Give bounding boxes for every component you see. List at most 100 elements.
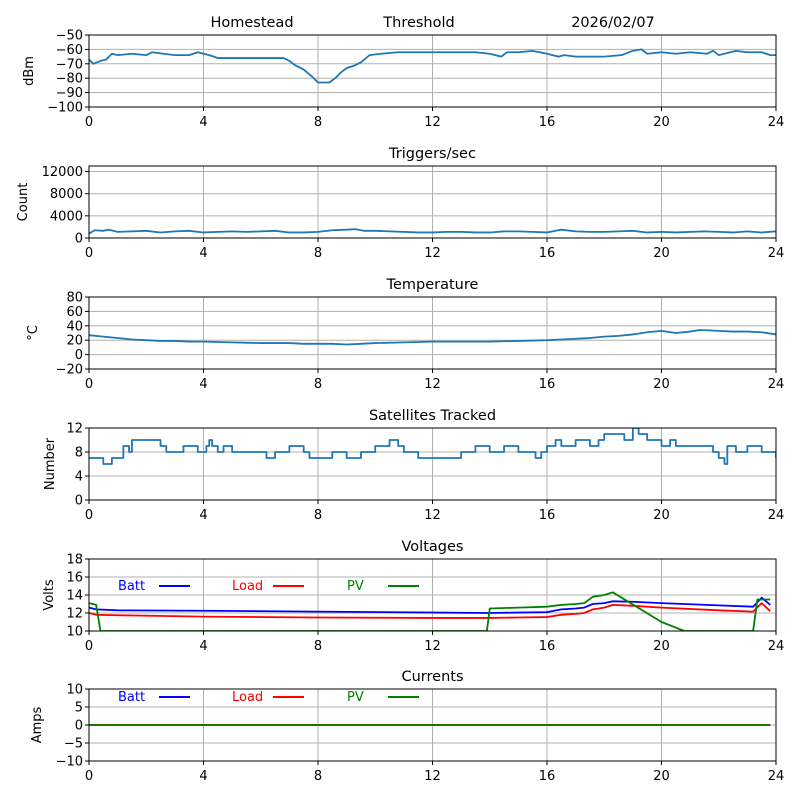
- y-tick-label: 8000: [50, 187, 83, 202]
- y-tick-label: 0: [75, 348, 83, 363]
- y-axis-label: Volts: [42, 579, 57, 611]
- x-tick-label: 12: [424, 115, 441, 130]
- series-line-satellites: [89, 428, 776, 465]
- chart-title: Satellites Tracked: [369, 408, 496, 424]
- series-group: [89, 228, 776, 235]
- x-tick-label: 20: [653, 115, 670, 130]
- x-tick-label: 4: [199, 639, 207, 654]
- y-tick-label: 12: [66, 422, 83, 437]
- y-axis-label: Amps: [30, 706, 45, 743]
- x-tick-label: 20: [653, 639, 670, 654]
- x-tick-label: 8: [314, 639, 322, 654]
- x-tick-label: 20: [653, 377, 670, 392]
- y-tick-label: −70: [56, 57, 83, 72]
- x-tick-label: 20: [653, 246, 670, 261]
- y-tick-label: 4000: [50, 209, 83, 224]
- y-tick-label: −100: [47, 101, 83, 116]
- y-tick-label: 40: [66, 319, 83, 334]
- y-tick-label: −10: [56, 755, 83, 770]
- x-tick-label: 0: [85, 246, 93, 261]
- x-tick-label: 16: [539, 377, 556, 392]
- x-tick-label: 16: [539, 508, 556, 523]
- chart-title: Currents: [401, 669, 463, 685]
- panel-voltages: 0 4 8 12 16 20 24 10 12 14 16 18 Voltages Volts Batt Lo…: [42, 539, 784, 654]
- y-tick-label: 18: [66, 553, 83, 568]
- x-tick-label: 16: [539, 246, 556, 261]
- y-axis-label: dBm: [22, 56, 37, 86]
- legend-label-load: Load: [232, 690, 263, 705]
- x-tick-label: 0: [85, 508, 93, 523]
- y-tick-label: −20: [56, 363, 83, 378]
- y-tick-label: 0: [75, 232, 83, 247]
- y-tick-label: 10: [66, 625, 83, 640]
- x-tick-label: 8: [314, 377, 322, 392]
- x-tick-label: 4: [199, 377, 207, 392]
- y-tick-label: 0: [75, 494, 83, 509]
- y-axis-label: Count: [16, 183, 31, 222]
- legend-label-batt: Batt: [118, 579, 145, 594]
- x-tick-label: 12: [424, 769, 441, 784]
- x-tick-label: 0: [85, 769, 93, 784]
- panel-currents: 0 4 8 12 16 20 24 −10 −5 0 5 10 Currents Amps Batt Load…: [30, 669, 784, 784]
- y-tick-label: −90: [56, 86, 83, 101]
- y-tick-label: 12: [66, 607, 83, 622]
- y-tick-label: −60: [56, 43, 83, 58]
- x-tick-label: 4: [199, 508, 207, 523]
- header-mode: Threshold: [382, 15, 454, 31]
- x-tick-label: 24: [768, 246, 785, 261]
- x-tick-label: 8: [314, 115, 322, 130]
- x-tick-label: 8: [314, 769, 322, 784]
- x-tick-label: 4: [199, 246, 207, 261]
- legend-label-pv: PV: [347, 690, 364, 705]
- y-axis-label: °C: [26, 325, 41, 341]
- y-tick-label: 0: [75, 719, 83, 734]
- y-tick-label: 10: [66, 683, 83, 698]
- y-tick-label: 80: [66, 291, 83, 306]
- y-tick-label: −50: [56, 29, 83, 44]
- x-tick-label: 24: [768, 115, 785, 130]
- x-tick-label: 16: [539, 639, 556, 654]
- series-group: [89, 428, 776, 465]
- x-tick-label: 24: [768, 377, 785, 392]
- x-tick-label: 4: [199, 769, 207, 784]
- series-line-triggers: [89, 228, 776, 235]
- series-group: [89, 591, 771, 631]
- x-tick-label: 20: [653, 508, 670, 523]
- x-tick-label: 20: [653, 769, 670, 784]
- y-tick-label: 8: [75, 446, 83, 461]
- y-tick-label: −5: [64, 737, 83, 752]
- y-tick-label: −80: [56, 72, 83, 87]
- y-tick-label: 5: [75, 701, 83, 716]
- y-tick-label: 16: [66, 571, 83, 586]
- x-tick-label: 24: [768, 508, 785, 523]
- x-tick-label: 0: [85, 377, 93, 392]
- header-date: 2026/02/07: [571, 15, 655, 31]
- x-tick-label: 12: [424, 377, 441, 392]
- series-line-signal: [89, 48, 776, 84]
- x-tick-label: 4: [199, 115, 207, 130]
- x-tick-label: 8: [314, 508, 322, 523]
- series-group: [89, 329, 776, 346]
- y-tick-label: 20: [66, 334, 83, 349]
- series-line-load: [89, 602, 771, 619]
- x-tick-label: 24: [768, 639, 785, 654]
- legend-label-load: Load: [232, 579, 263, 594]
- series-line-temperature: [89, 329, 776, 346]
- y-tick-label: 14: [66, 589, 83, 604]
- x-tick-label: 8: [314, 246, 322, 261]
- y-tick-label: 4: [75, 470, 83, 485]
- panel-satellites: 0 4 8 12 16 20 24 0 4 8 12 Satellites Tracked Number: [43, 408, 784, 523]
- y-axis-label: Number: [43, 437, 58, 490]
- x-tick-label: 16: [539, 769, 556, 784]
- y-tick-label: 60: [66, 305, 83, 320]
- legend-label-pv: PV: [347, 579, 364, 594]
- header-site: Homestead: [210, 15, 293, 31]
- chart-title: Triggers/sec: [388, 146, 476, 162]
- y-tick-label: 12000: [42, 165, 83, 180]
- x-tick-label: 16: [539, 115, 556, 130]
- x-tick-label: 12: [424, 246, 441, 261]
- panel-triggers: 0 4 8 12 16 20 24 0 4000 8000 12000 Triggers/sec Cou…: [16, 146, 784, 261]
- legend-label-batt: Batt: [118, 690, 145, 705]
